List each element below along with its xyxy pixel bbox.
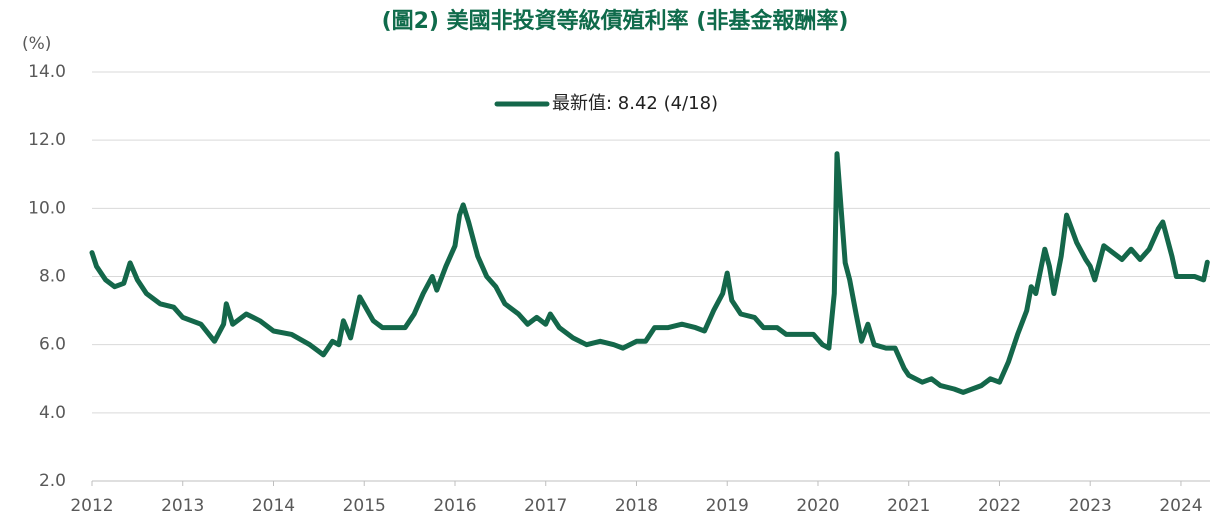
y-axis-label: (%) [22,34,51,54]
line-series [89,151,1210,395]
legend-label: 最新值: 8.42 (4/18) [552,93,718,114]
x-tick-label: 2017 [524,496,567,516]
y-tick-label: 12.0 [28,130,66,150]
x-tick-label: 2024 [1159,496,1202,516]
y-tick-label: 6.0 [39,335,66,355]
y-tick-label: 8.0 [39,267,66,287]
x-tick-label: 2013 [161,496,204,516]
y-tick-label: 10.0 [28,198,66,218]
x-tick-label: 2021 [887,496,930,516]
y-tick-label: 14.0 [28,62,66,82]
x-tick-label: 2019 [706,496,749,516]
x-tick-label: 2015 [343,496,386,516]
x-tick-label: 2014 [252,496,295,516]
y-tick-label: 2.0 [39,471,66,491]
x-tick-label: 2022 [978,496,1021,516]
x-tick-label: 2020 [796,496,839,516]
x-tick-label: 2012 [70,496,113,516]
y-tick-label: 4.0 [39,403,66,423]
x-tick-label: 2023 [1069,496,1112,516]
x-tick-label: 2018 [615,496,658,516]
x-tick-label: 2016 [433,496,476,516]
chart-title: (圖2) 美國非投資等級債殖利率 (非基金報酬率) [382,8,849,34]
